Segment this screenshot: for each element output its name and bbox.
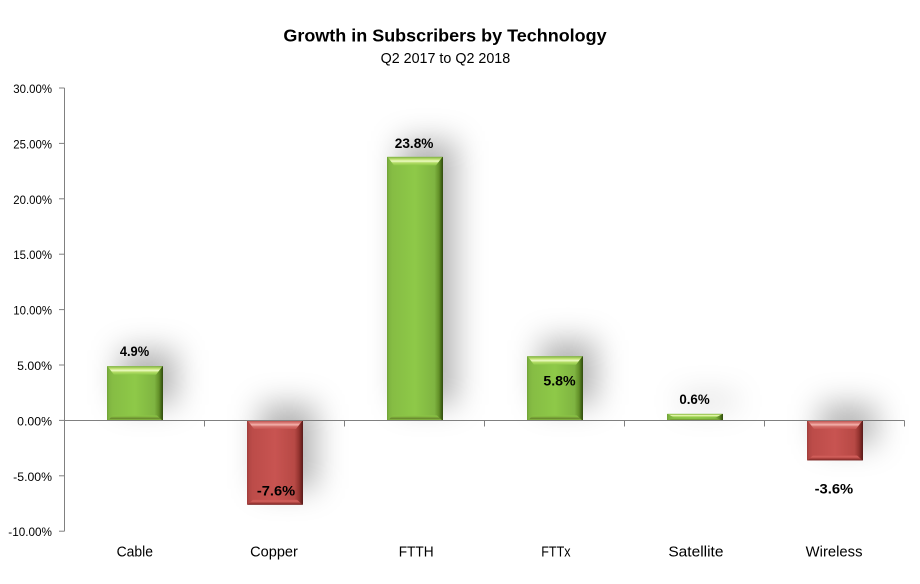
- svg-text:4.9%: 4.9%: [120, 343, 150, 359]
- svg-text:0.6%: 0.6%: [679, 391, 710, 407]
- svg-text:15.00%: 15.00%: [13, 249, 52, 262]
- svg-text:20.00%: 20.00%: [13, 194, 52, 207]
- svg-text:FTTH: FTTH: [399, 545, 434, 561]
- svg-text:30.00%: 30.00%: [13, 83, 52, 96]
- svg-text:23.8%: 23.8%: [395, 135, 434, 151]
- svg-text:5.8%: 5.8%: [543, 373, 576, 389]
- svg-text:Q2 2017 to Q2 2018: Q2 2017 to Q2 2018: [381, 51, 511, 67]
- svg-text:Growth in Subscribers by Techn: Growth in Subscribers by Technology: [283, 26, 607, 46]
- svg-text:10.00%: 10.00%: [13, 305, 52, 318]
- svg-text:0.00%: 0.00%: [17, 415, 52, 428]
- svg-text:Cable: Cable: [117, 545, 153, 561]
- svg-text:-7.6%: -7.6%: [257, 482, 296, 498]
- svg-text:5.00%: 5.00%: [17, 360, 52, 373]
- svg-text:Copper: Copper: [250, 545, 298, 561]
- svg-text:-10.00%: -10.00%: [8, 526, 52, 539]
- svg-text:25.00%: 25.00%: [13, 138, 52, 151]
- svg-text:Satellite: Satellite: [668, 545, 723, 561]
- svg-text:Wireless: Wireless: [806, 545, 863, 561]
- svg-text:-5.00%: -5.00%: [13, 471, 52, 484]
- svg-text:-3.6%: -3.6%: [815, 480, 854, 496]
- svg-text:FTTx: FTTx: [541, 545, 571, 561]
